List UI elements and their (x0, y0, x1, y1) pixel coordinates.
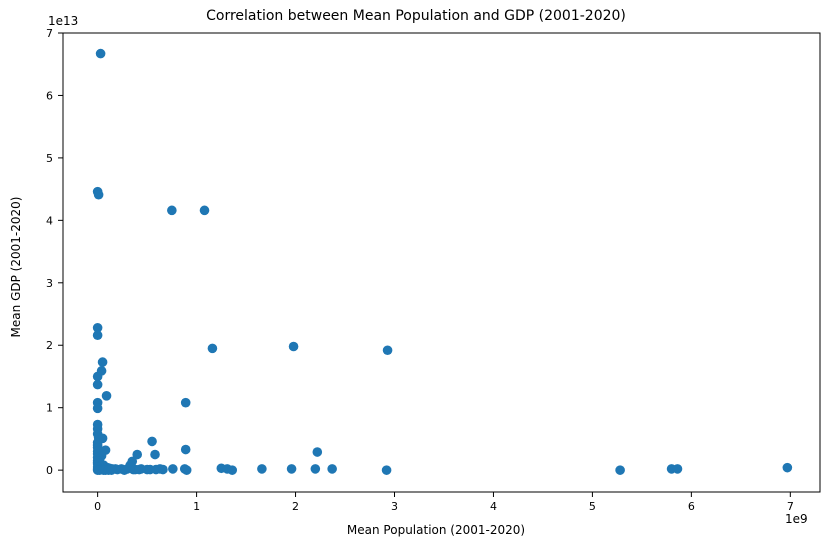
data-point (132, 449, 143, 460)
data-point (92, 403, 103, 414)
x-tick-label: 2 (292, 500, 299, 513)
y-tick-label: 3 (46, 277, 53, 290)
data-point (97, 357, 108, 367)
data-point (92, 379, 103, 390)
x-tick-label: 4 (490, 500, 497, 513)
data-point (382, 345, 393, 356)
x-tick-label: 0 (94, 500, 101, 513)
x-tick-label: 3 (391, 500, 398, 513)
data-point (92, 371, 103, 382)
y-tick-label: 0 (46, 464, 53, 477)
y-offset-label: 1e13 (48, 14, 78, 28)
data-point (106, 465, 117, 475)
data-point (147, 436, 157, 447)
plot-layer (92, 48, 793, 475)
y-tick-label: 5 (46, 152, 53, 165)
data-point (93, 189, 104, 200)
data-point (615, 465, 625, 475)
data-point (150, 449, 160, 460)
x-tick-label: 6 (688, 500, 695, 513)
data-point (151, 464, 161, 475)
x-axis-label: Mean Population (2001-2020) (347, 523, 525, 537)
y-tick-label: 1 (46, 402, 53, 415)
data-point (95, 48, 106, 59)
data-point (782, 462, 793, 473)
y-tick-label: 7 (46, 27, 53, 40)
data-point (92, 322, 103, 333)
data-point (168, 464, 178, 474)
data-point (227, 465, 238, 475)
y-tick-label: 4 (46, 214, 53, 227)
y-axis-label: Mean GDP (2001-2020) (9, 197, 23, 338)
chart-title: Correlation between Mean Population and … (206, 8, 626, 24)
x-tick-label: 1 (193, 500, 200, 513)
y-tick-label: 6 (46, 89, 53, 102)
y-tick-label: 2 (46, 339, 53, 352)
data-point (92, 330, 103, 341)
axes-layer: 0 1 2 3 4 5 6 7 0 1 2 3 4 5 6 7 (46, 27, 821, 513)
data-point (286, 464, 297, 474)
data-point (180, 397, 191, 408)
x-tick-label: 5 (589, 500, 596, 513)
data-point (181, 465, 192, 475)
data-point (327, 464, 337, 474)
x-tick-label: 7 (787, 500, 794, 513)
data-point (180, 444, 191, 455)
plot-frame (62, 32, 821, 493)
data-point (119, 465, 130, 475)
data-point (381, 465, 392, 475)
data-point (134, 464, 144, 475)
data-point (672, 464, 683, 474)
data-point (158, 464, 168, 475)
data-point (167, 205, 177, 216)
data-point (207, 343, 218, 354)
data-point (101, 391, 112, 401)
data-point (310, 464, 321, 474)
x-offset-label: 1e9 (785, 512, 808, 526)
data-point (288, 341, 299, 352)
data-point (199, 205, 210, 216)
data-point (312, 447, 323, 457)
data-point (257, 464, 267, 474)
